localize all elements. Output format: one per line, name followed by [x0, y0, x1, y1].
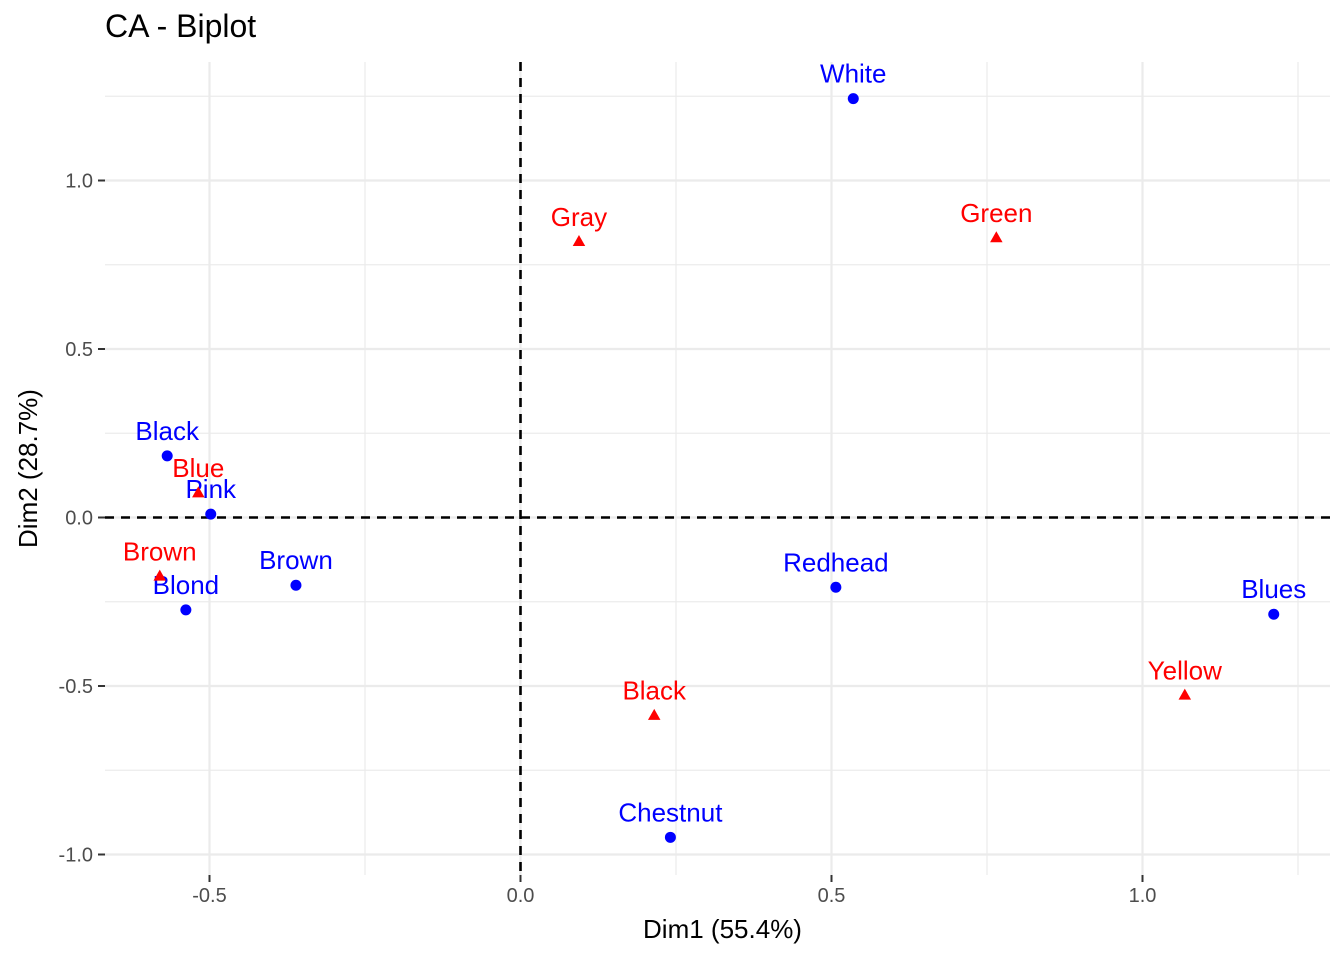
- x-tick-label: 1.0: [1129, 885, 1157, 907]
- point-label: Black: [135, 416, 200, 446]
- data-point: [161, 450, 173, 462]
- point-label: Brown: [123, 536, 197, 566]
- point-label: Blue: [172, 453, 224, 483]
- data-point: [180, 604, 192, 616]
- data-point: [290, 579, 302, 591]
- data-point: [1268, 608, 1280, 620]
- y-tick-label: 1.0: [65, 171, 93, 193]
- point-label: Blues: [1241, 574, 1306, 604]
- point-label: Green: [960, 198, 1032, 228]
- point-label: Pink: [185, 474, 237, 504]
- point-label: Blond: [153, 570, 220, 600]
- data-point: [1178, 688, 1192, 700]
- point-label: Brown: [259, 545, 333, 575]
- data-point: [153, 569, 166, 581]
- y-tick-label: 0.0: [65, 508, 93, 530]
- grid: [105, 62, 1330, 875]
- data-point: [664, 831, 676, 843]
- y-tick-label: 0.5: [65, 339, 93, 361]
- y-axis-title: Dim2 (28.7%): [13, 389, 43, 548]
- point-label: Yellow: [1148, 655, 1222, 685]
- series-1: White Black Pink Brown Blond Redhead Blues Ches…: [135, 59, 1306, 843]
- data-point: [192, 486, 205, 498]
- chart-title: CA - Biplot: [105, 8, 257, 44]
- data-point: [847, 93, 859, 105]
- x-tick-label: -0.5: [192, 885, 226, 907]
- point-label: Black: [622, 676, 687, 706]
- series-2: Gray Green Blue Brown Black Yellow: [123, 198, 1222, 720]
- y-tick-label: -0.5: [59, 676, 93, 698]
- data-point: [572, 235, 586, 247]
- point-label: Redhead: [783, 547, 889, 577]
- point-label: Chestnut: [618, 797, 723, 827]
- x-axis-title: Dim1 (55.4%): [643, 914, 802, 944]
- x-tick-label: 0.5: [818, 885, 846, 907]
- data-point: [990, 231, 1003, 243]
- point-label: White: [820, 59, 886, 89]
- point-label: Gray: [551, 202, 607, 232]
- data-point: [205, 508, 217, 520]
- data-point: [647, 708, 661, 720]
- y-tick-label: -1.0: [59, 845, 93, 867]
- x-tick-label: 0.0: [507, 885, 535, 907]
- data-point: [830, 581, 842, 593]
